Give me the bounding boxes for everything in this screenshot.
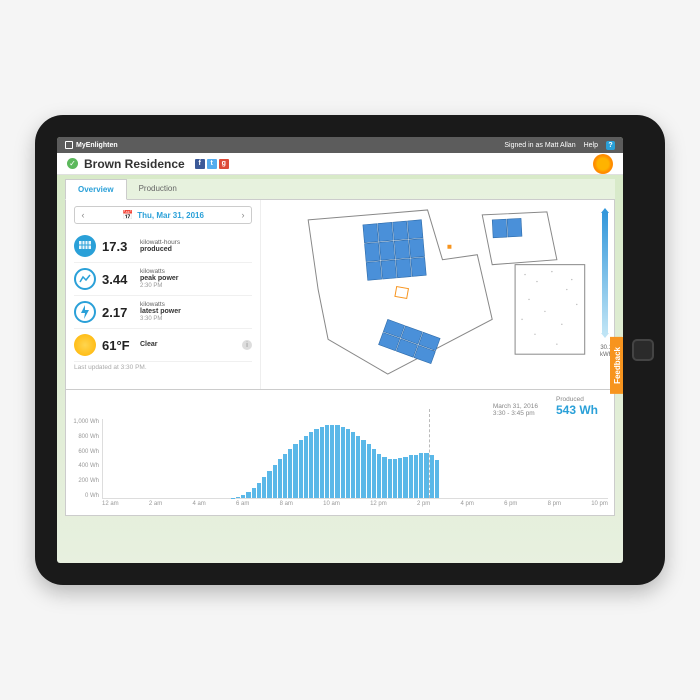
tablet-home-button[interactable] [632,339,654,361]
chart-bar[interactable] [273,465,277,498]
chart-bar[interactable] [262,477,266,498]
chart-bar[interactable] [435,460,439,498]
tab-overview[interactable]: Overview [65,179,127,200]
chart-bar[interactable] [283,454,287,498]
chart-bar[interactable] [398,458,402,498]
sun-icon [74,334,96,356]
array-map[interactable]: 30.1kWh [261,200,614,389]
tab-production[interactable]: Production [127,179,189,199]
chart-bar[interactable] [246,492,250,498]
chart-bar[interactable] [309,432,313,498]
date-picker: ‹ 📅 Thu, Mar 31, 2016 › [74,206,252,224]
last-updated: Last updated at 3:30 PM. [74,364,252,371]
chart-bar[interactable] [267,471,271,498]
top-bar: MyEnlighten Signed in as Matt Allan Help… [57,137,623,153]
date-display[interactable]: 📅 Thu, Mar 31, 2016 [91,210,235,221]
weather-temp: 61°F [102,338,134,353]
chart-bar[interactable] [325,425,329,498]
chart-bar[interactable] [414,455,418,498]
chart-bar[interactable] [388,459,392,499]
latest-power-icon [74,301,96,323]
chart-bar[interactable] [346,429,350,498]
latest-value: 2.17 [102,305,134,320]
chart-x-axis: 12 am2 am4 am6 am8 am10 am12 pm2 pm4 pm6… [102,499,608,507]
chart-bar[interactable] [409,455,413,498]
twitter-icon[interactable]: t [207,159,217,169]
chart-bar[interactable] [424,453,428,498]
chart-bar[interactable] [330,425,334,498]
chart-bar[interactable] [356,436,360,498]
chart-bar[interactable] [335,425,339,498]
chart-bar[interactable] [403,457,407,498]
production-chart-panel: March 31, 2016 3:30 - 3:45 pm Produced 5… [65,390,615,516]
metric-latest: 2.17 kilowatts latest power 3:30 PM [74,296,252,329]
chart-bar[interactable] [241,495,245,498]
chart-bars[interactable] [102,419,608,499]
chart-bar[interactable] [377,454,381,498]
chart-bar[interactable] [367,444,371,498]
chart-timestamp: March 31, 2016 3:30 - 3:45 pm [493,403,538,417]
chart-bar[interactable] [382,457,386,498]
energy-value: 17.3 [102,239,134,254]
roof-layout-svg [261,200,614,389]
metric-weather: 61°F Clear i [74,329,252,362]
brand-label: MyEnlighten [76,142,118,149]
chart-bar[interactable] [236,497,240,498]
color-scale [600,208,610,338]
chart-bar[interactable] [341,427,345,498]
chart-bar[interactable] [278,459,282,499]
chart-y-axis: 1,000 Wh800 Wh600 Wh400 Wh200 Wh0 Wh [72,419,102,499]
chart-bar[interactable] [361,440,365,498]
date-prev-button[interactable]: ‹ [75,210,91,220]
title-bar: ✓ Brown Residence f t g [57,153,623,175]
brand[interactable]: MyEnlighten [65,141,118,149]
site-title: Brown Residence [84,157,185,171]
help-label[interactable]: Help [584,142,598,149]
tabs: Overview Production [65,179,615,200]
metric-energy: 17.3 kilowatt-hours produced [74,230,252,263]
social-share: f t g [195,159,229,169]
chart-bar[interactable] [372,449,376,498]
info-icon[interactable]: i [242,340,252,350]
status-ok-icon: ✓ [67,158,78,169]
chart-bar[interactable] [351,432,355,498]
chart-bar[interactable] [393,459,397,499]
chart-bar[interactable] [430,455,434,498]
chart-bar[interactable] [314,429,318,498]
overview-panel: ‹ 📅 Thu, Mar 31, 2016 › 17.3 k [65,200,615,390]
chart-bar[interactable] [252,488,256,498]
solar-panel-icon [74,235,96,257]
chart-bar[interactable] [320,427,324,498]
feedback-tab[interactable]: Feedback [610,337,623,394]
calendar-icon: 📅 [122,210,133,221]
date-label: Thu, Mar 31, 2016 [137,211,204,220]
installer-logo [593,154,613,174]
app-screen: MyEnlighten Signed in as Matt Allan Help… [57,137,623,563]
tablet-frame: MyEnlighten Signed in as Matt Allan Help… [35,115,665,585]
stats-column: ‹ 📅 Thu, Mar 31, 2016 › 17.3 k [66,200,261,389]
chart-produced: Produced 543 Wh [556,396,598,417]
chart-bar[interactable] [419,453,423,498]
brand-icon [65,141,73,149]
googleplus-icon[interactable]: g [219,159,229,169]
chart-bar[interactable] [304,436,308,498]
chart-bar[interactable] [288,449,292,498]
chart-bar[interactable] [293,444,297,498]
metric-peak: 3.44 kilowatts peak power 2:30 PM [74,263,252,296]
peak-power-icon [74,268,96,290]
signed-in-label[interactable]: Signed in as Matt Allan [504,142,575,149]
help-icon[interactable]: ? [606,141,615,150]
date-next-button[interactable]: › [235,210,251,220]
facebook-icon[interactable]: f [195,159,205,169]
peak-value: 3.44 [102,272,134,287]
chart-bar[interactable] [299,440,303,498]
chart-bar[interactable] [257,483,261,498]
